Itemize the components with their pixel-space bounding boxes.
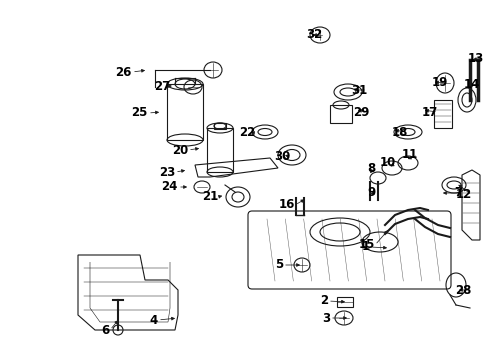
Text: 24: 24 (162, 180, 178, 194)
Text: 15: 15 (358, 238, 374, 252)
Text: 4: 4 (149, 314, 158, 327)
Text: 29: 29 (353, 105, 369, 118)
Text: 30: 30 (273, 150, 289, 163)
Text: 2: 2 (319, 294, 327, 307)
Text: 16: 16 (278, 198, 294, 211)
Text: 17: 17 (421, 105, 437, 118)
Text: 19: 19 (431, 77, 447, 90)
Text: 18: 18 (391, 126, 407, 139)
Text: 32: 32 (305, 28, 321, 41)
Bar (329, 105, 351, 123)
Text: 22: 22 (238, 126, 254, 139)
Text: 12: 12 (455, 189, 471, 202)
Text: 1: 1 (361, 240, 369, 253)
Bar (206, 128, 232, 172)
Text: 6: 6 (102, 324, 110, 337)
Text: 25: 25 (131, 107, 148, 120)
Text: 13: 13 (467, 51, 483, 64)
Text: 8: 8 (366, 162, 374, 175)
Text: 9: 9 (367, 185, 375, 198)
Text: 20: 20 (171, 144, 187, 157)
Text: 7: 7 (453, 186, 461, 199)
Text: 11: 11 (401, 148, 417, 162)
Text: 10: 10 (379, 157, 395, 170)
Bar (167, 84, 203, 140)
Text: 14: 14 (463, 78, 479, 91)
Text: 26: 26 (115, 66, 132, 78)
Text: 5: 5 (274, 258, 283, 271)
Bar (336, 297, 352, 307)
Text: 31: 31 (350, 84, 366, 96)
Text: 28: 28 (455, 284, 471, 297)
Text: 27: 27 (153, 80, 170, 93)
Text: 3: 3 (321, 311, 329, 324)
Text: 23: 23 (159, 166, 175, 179)
Bar (433, 100, 451, 128)
Bar (214, 123, 225, 129)
Text: 21: 21 (202, 190, 218, 203)
